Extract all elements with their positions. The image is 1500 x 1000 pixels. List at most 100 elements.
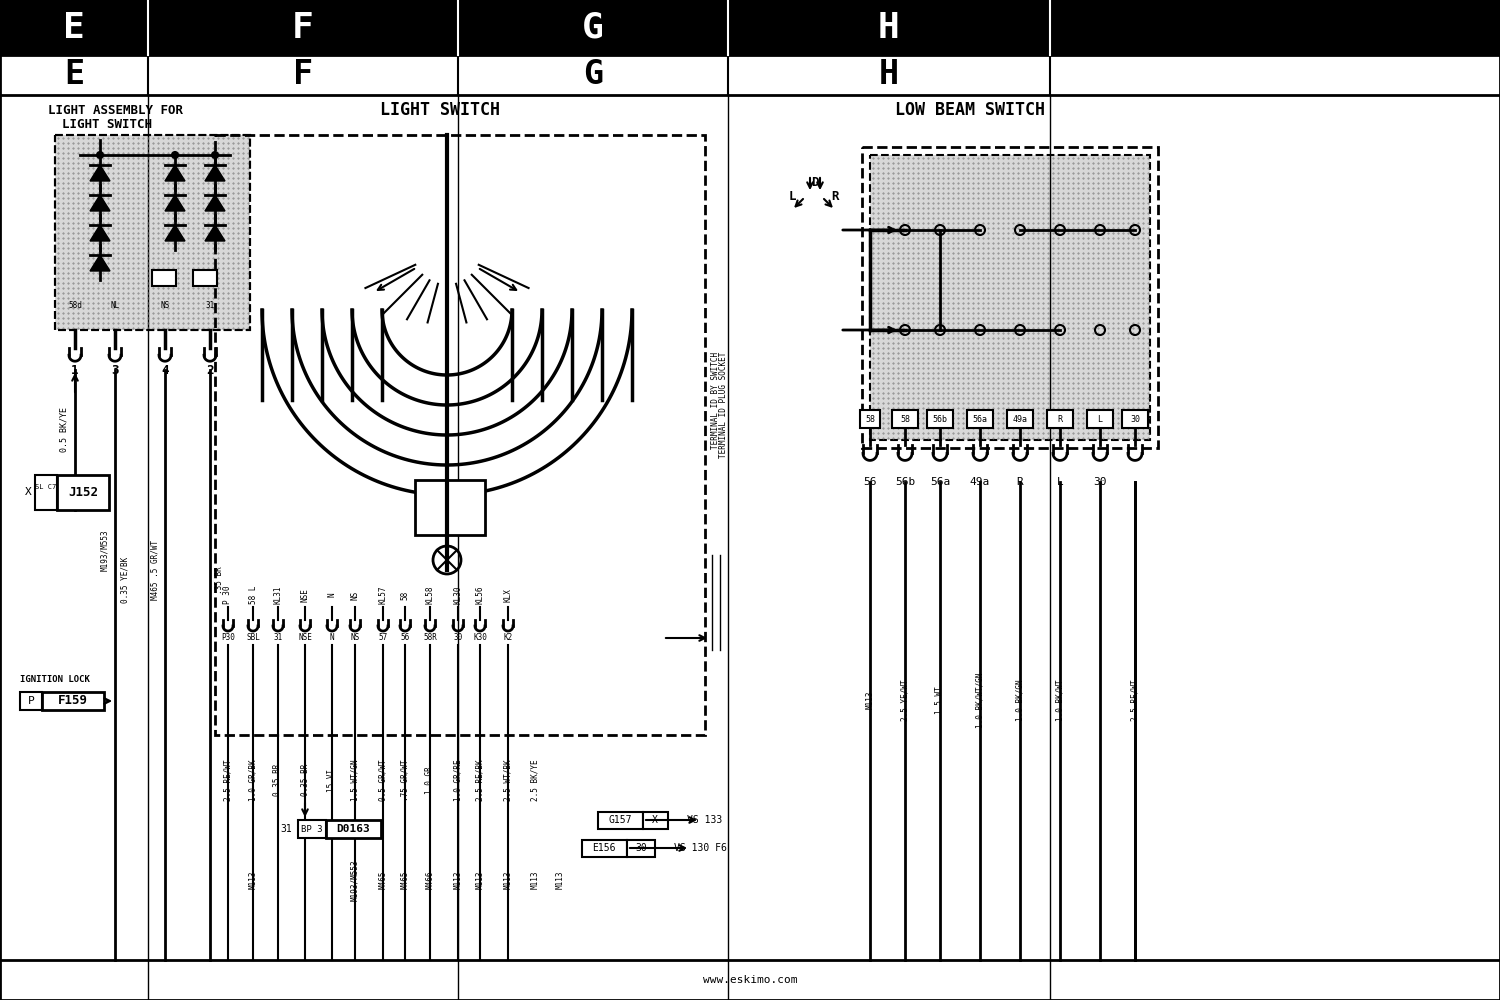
- Text: M465 .5 GR/WT: M465 .5 GR/WT: [150, 540, 159, 600]
- Text: 2.5 WT/BK: 2.5 WT/BK: [504, 759, 513, 801]
- Text: M193/M553: M193/M553: [351, 859, 360, 901]
- Text: 1.0 GR: 1.0 GR: [426, 766, 435, 794]
- Text: M113: M113: [865, 691, 874, 709]
- Text: NS: NS: [160, 300, 170, 310]
- Text: M193/M553: M193/M553: [100, 529, 109, 571]
- Polygon shape: [206, 225, 225, 241]
- Text: M113: M113: [249, 871, 258, 889]
- Bar: [1047, 410, 1072, 428]
- Text: H: H: [878, 11, 900, 45]
- Text: D0163: D0163: [336, 824, 370, 834]
- Text: LIGHT SWITCH: LIGHT SWITCH: [380, 101, 500, 119]
- Text: G: G: [582, 11, 604, 45]
- Text: 57: 57: [378, 634, 387, 643]
- Bar: [927, 410, 952, 428]
- Bar: [57, 475, 110, 510]
- Text: M113: M113: [531, 871, 540, 889]
- Text: 56b: 56b: [933, 414, 948, 424]
- Text: 49a: 49a: [1013, 414, 1028, 424]
- Text: 58: 58: [400, 590, 410, 600]
- Bar: [582, 840, 627, 857]
- Bar: [627, 840, 656, 857]
- Circle shape: [98, 152, 104, 158]
- Text: 0.35 YE/BK: 0.35 YE/BK: [120, 557, 129, 603]
- Bar: [892, 410, 918, 428]
- Text: KL30: KL30: [453, 586, 462, 604]
- Text: 2.5 BK/YE: 2.5 BK/YE: [531, 759, 540, 801]
- Text: 58: 58: [865, 414, 874, 424]
- Bar: [20, 692, 42, 710]
- Text: 49a: 49a: [970, 477, 990, 487]
- Polygon shape: [165, 225, 184, 241]
- Bar: [34, 475, 57, 510]
- Text: 3: 3: [111, 363, 118, 376]
- Text: 1.0 GR/RE: 1.0 GR/RE: [453, 759, 462, 801]
- Text: 58d: 58d: [68, 300, 82, 310]
- Bar: [152, 270, 176, 286]
- Text: 1.5 WT/GN: 1.5 WT/GN: [351, 759, 360, 801]
- Text: 56: 56: [400, 634, 410, 643]
- Text: 56a: 56a: [972, 414, 987, 424]
- Text: M465: M465: [378, 871, 387, 889]
- Text: M466: M466: [426, 871, 435, 889]
- Text: X: X: [652, 815, 658, 825]
- Text: H: H: [879, 58, 898, 92]
- Text: P30: P30: [220, 634, 236, 643]
- Text: LOW BEAM SWITCH: LOW BEAM SWITCH: [896, 101, 1046, 119]
- Text: M465: M465: [400, 871, 410, 889]
- Text: 1: 1: [72, 363, 78, 376]
- Text: 1.0 BK/WT/GN: 1.0 BK/WT/GN: [975, 672, 984, 728]
- Text: 4: 4: [162, 363, 168, 376]
- Text: K2: K2: [504, 634, 513, 643]
- Text: M113: M113: [555, 871, 564, 889]
- Bar: [194, 270, 217, 286]
- Text: SBL: SBL: [246, 634, 259, 643]
- Text: .35 BR: .35 BR: [216, 566, 225, 594]
- Text: L: L: [1056, 477, 1064, 487]
- Text: D: D: [812, 176, 819, 190]
- Text: N: N: [327, 593, 336, 597]
- Text: M113: M113: [504, 871, 513, 889]
- Text: www.eskimo.com: www.eskimo.com: [702, 975, 798, 985]
- Text: TERMINAL ID BY SWITCH: TERMINAL ID BY SWITCH: [711, 351, 720, 449]
- Bar: [298, 820, 326, 838]
- Text: NS: NS: [351, 634, 360, 643]
- Text: LIGHT ASSEMBLY FOR: LIGHT ASSEMBLY FOR: [48, 104, 183, 116]
- Text: E156: E156: [592, 843, 615, 853]
- Bar: [1088, 410, 1113, 428]
- Text: L: L: [1098, 414, 1102, 424]
- Text: L: L: [789, 190, 795, 204]
- Bar: [326, 820, 381, 838]
- Bar: [1007, 410, 1034, 428]
- Text: 30: 30: [1094, 477, 1107, 487]
- Text: KL57: KL57: [378, 586, 387, 604]
- Text: 58 L: 58 L: [249, 586, 258, 604]
- Text: 30: 30: [634, 843, 646, 853]
- Text: 56: 56: [864, 477, 876, 487]
- Text: NSE: NSE: [300, 588, 309, 602]
- Text: M113: M113: [476, 871, 484, 889]
- Text: 2: 2: [206, 363, 213, 376]
- Polygon shape: [90, 165, 110, 181]
- Text: 0.5 BK/YE: 0.5 BK/YE: [60, 408, 69, 452]
- Text: NSE: NSE: [298, 634, 312, 643]
- Text: G: G: [584, 58, 603, 92]
- Polygon shape: [206, 165, 225, 181]
- Text: G157: G157: [609, 815, 631, 825]
- Circle shape: [172, 152, 178, 158]
- Polygon shape: [165, 195, 184, 211]
- Text: 2.5 YE/WT: 2.5 YE/WT: [900, 679, 909, 721]
- Text: E: E: [63, 11, 86, 45]
- Text: .75 GR/WT: .75 GR/WT: [400, 759, 410, 801]
- Text: P: P: [27, 696, 34, 706]
- Text: 56a: 56a: [930, 477, 950, 487]
- Polygon shape: [206, 195, 225, 211]
- Text: R: R: [831, 190, 839, 204]
- Text: F: F: [292, 58, 314, 92]
- Text: R: R: [1017, 477, 1023, 487]
- Text: KLX: KLX: [504, 588, 513, 602]
- Text: 0.35 BR: 0.35 BR: [273, 764, 282, 796]
- Bar: [968, 410, 993, 428]
- Polygon shape: [90, 255, 110, 271]
- Text: KL56: KL56: [476, 586, 484, 604]
